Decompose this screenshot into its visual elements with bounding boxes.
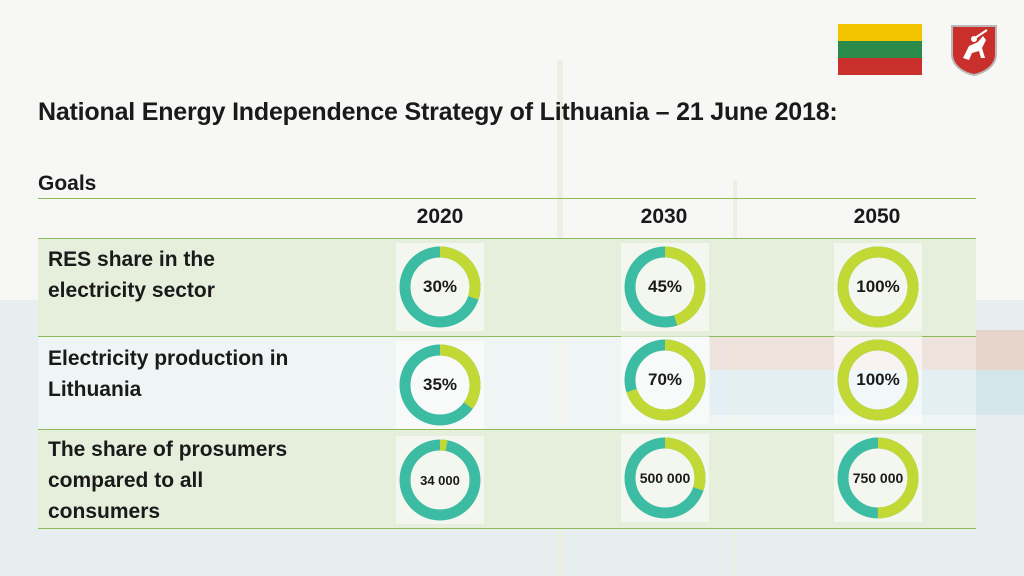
donut-value-label: 30% — [423, 277, 457, 296]
donut-value-arc — [837, 339, 919, 421]
page-title: National Energy Independence Strategy of… — [38, 98, 838, 126]
donut-prosumers-2050: 750 000 — [834, 434, 922, 522]
donut-prosumers-2030: 500 000 — [621, 434, 709, 522]
donut-value-label: 70% — [648, 370, 682, 389]
donut-value-arc — [837, 437, 919, 519]
donut-value-arc — [399, 344, 481, 426]
lithuania-flag-icon — [838, 24, 922, 75]
donut-chart: 100% — [834, 243, 922, 331]
row-label-prosumers: The share of prosumers compared to all c… — [48, 434, 287, 527]
donut-value-label: 500 000 — [640, 470, 691, 486]
donut-background — [834, 434, 922, 522]
header-rule — [38, 238, 976, 239]
donut-background — [834, 336, 922, 424]
donut-chart: 30% — [396, 243, 484, 331]
row-label-line: Electricity production in — [48, 347, 289, 370]
row-label-line: The share of prosumers — [48, 438, 288, 461]
donut-res-2020: 30% — [396, 243, 484, 331]
donut-chart: 100% — [834, 336, 922, 424]
donut-res-2030: 45% — [621, 243, 709, 331]
donut-value-label: 100% — [856, 370, 899, 389]
donut-production-2020: 35% — [396, 341, 484, 429]
donut-chart: 35% — [396, 341, 484, 429]
row-label-line: compared to all — [48, 469, 204, 492]
donut-chart: 34 000 — [396, 436, 484, 524]
lithuania-coat-of-arms-icon — [950, 24, 998, 77]
donut-background — [621, 243, 709, 331]
section-heading: Goals — [38, 172, 97, 195]
donut-value-arc — [624, 246, 706, 328]
donut-value-label: 34 000 — [420, 473, 460, 488]
row-label-line: electricity sector — [48, 279, 215, 302]
table-row-res-share: RES share in the electricity sector — [38, 239, 976, 336]
flag-stripe-green — [838, 41, 922, 58]
row-label-line: Lithuania — [48, 378, 142, 401]
donut-value-label: 750 000 — [853, 470, 904, 486]
donut-production-2050: 100% — [834, 336, 922, 424]
donut-background — [834, 243, 922, 331]
column-header-2050: 2050 — [853, 205, 901, 228]
row-label-res-share: RES share in the electricity sector — [48, 244, 215, 306]
donut-background — [396, 243, 484, 331]
table-bottom-rule — [38, 528, 976, 529]
table-top-rule — [38, 198, 976, 199]
donut-value-arc — [624, 339, 706, 421]
donut-background — [396, 341, 484, 429]
donut-background — [621, 434, 709, 522]
donut-prosumers-2020: 34 000 — [396, 436, 484, 524]
column-header-2030: 2030 — [640, 205, 688, 228]
donut-background — [621, 336, 709, 424]
row-label-line: consumers — [48, 500, 161, 523]
donut-value-label: 45% — [648, 277, 682, 296]
donut-production-2030: 70% — [621, 336, 709, 424]
row-rule — [38, 336, 976, 337]
donut-value-label: 100% — [856, 277, 899, 296]
row-label-electricity-production: Electricity production in Lithuania — [48, 343, 288, 405]
donut-chart: 500 000 — [621, 434, 709, 522]
donut-value-arc — [624, 437, 706, 519]
donut-value-arc — [837, 246, 919, 328]
row-label-line: RES share in the — [48, 248, 215, 271]
flag-stripe-yellow — [838, 24, 922, 41]
donut-value-label: 35% — [423, 375, 457, 394]
column-header-2020: 2020 — [416, 205, 464, 228]
donut-value-arc — [399, 439, 481, 521]
donut-value-arc — [399, 246, 481, 328]
donut-chart: 45% — [621, 243, 709, 331]
donut-chart: 70% — [621, 336, 709, 424]
donut-res-2050: 100% — [834, 243, 922, 331]
donut-background — [396, 436, 484, 524]
donut-chart: 750 000 — [834, 434, 922, 522]
flag-stripe-red — [838, 58, 922, 75]
row-rule — [38, 429, 976, 430]
table-row-electricity-production: Electricity production in Lithuania — [38, 337, 976, 429]
table-row-prosumers: The share of prosumers compared to all c… — [38, 430, 976, 528]
